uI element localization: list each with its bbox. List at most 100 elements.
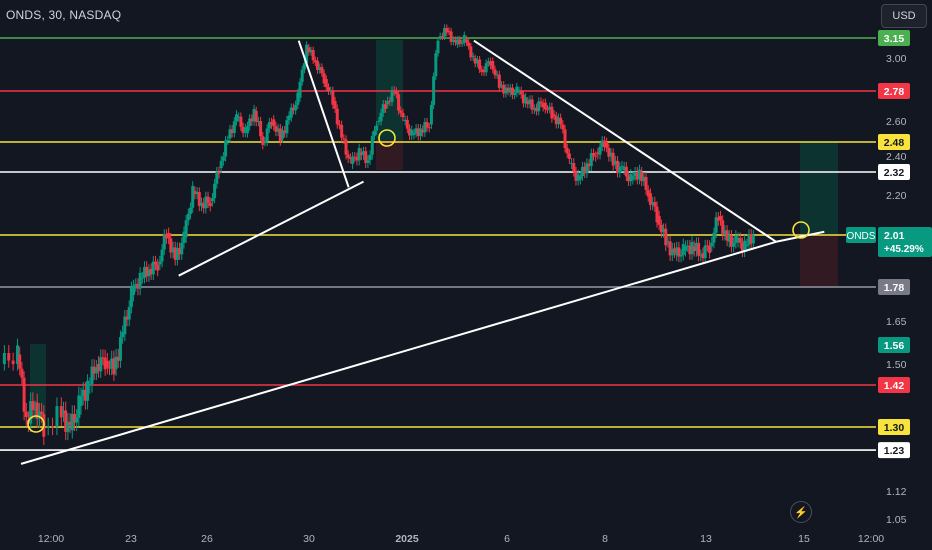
candle-body xyxy=(173,247,177,260)
candle-body xyxy=(206,196,210,203)
candle-body xyxy=(219,160,223,168)
candle-body xyxy=(552,114,556,116)
candle-body xyxy=(434,53,438,77)
candle-body xyxy=(199,202,203,206)
candle-body xyxy=(486,61,490,64)
price-tag xyxy=(878,30,910,46)
candle-body xyxy=(33,409,37,411)
candle-body xyxy=(489,61,493,66)
candle-body xyxy=(416,128,420,137)
candle-body xyxy=(329,90,333,92)
candle-body xyxy=(99,357,103,372)
candle-body xyxy=(607,147,611,157)
candle-body xyxy=(712,232,716,243)
candle-body xyxy=(287,115,291,121)
lightning-icon[interactable]: ⚡ xyxy=(790,501,812,523)
candle-body xyxy=(158,261,162,265)
candle-body xyxy=(508,87,512,93)
candle-body xyxy=(147,269,151,277)
price-tag-label: 2.78 xyxy=(884,86,905,98)
candle-body xyxy=(309,50,313,53)
trendline-3 xyxy=(473,39,777,243)
candle-body xyxy=(189,207,193,214)
candle-body xyxy=(254,111,258,122)
candle-body xyxy=(633,171,637,177)
candle-body xyxy=(657,216,661,225)
candle-body xyxy=(40,411,44,414)
candle-body xyxy=(401,112,405,118)
candle-body xyxy=(440,36,444,38)
candle-body xyxy=(24,411,28,418)
candle-body xyxy=(182,231,186,243)
price-tag-label: 1.30 xyxy=(884,422,905,434)
candle-body xyxy=(429,104,433,125)
candle-body xyxy=(191,185,195,208)
candle-body xyxy=(281,130,285,139)
candle-body xyxy=(208,202,212,207)
candle-body xyxy=(546,109,549,111)
candle-body xyxy=(537,101,541,112)
price-tag-label: 1.56 xyxy=(884,340,905,352)
candle-body xyxy=(637,169,641,180)
candle-body xyxy=(127,306,131,320)
last-price-label: 2.01 xyxy=(884,230,905,242)
candle-body xyxy=(500,84,504,86)
trendline-2 xyxy=(297,40,350,188)
candle-body xyxy=(710,242,714,247)
candle-body xyxy=(151,261,155,275)
candle-body xyxy=(132,285,136,295)
currency-button[interactable]: USD xyxy=(881,4,927,28)
candle-body xyxy=(186,213,190,221)
candle-body xyxy=(412,133,416,135)
candle-body xyxy=(745,244,749,247)
candle-body xyxy=(655,206,659,223)
candle-body xyxy=(719,216,723,221)
candle-body xyxy=(596,152,600,155)
candle-body xyxy=(267,122,271,129)
candle-body xyxy=(377,120,381,122)
candle-body xyxy=(598,146,602,155)
candle-body xyxy=(418,128,422,137)
candle-body xyxy=(427,127,431,129)
candle-body xyxy=(105,360,109,368)
candle-body xyxy=(362,151,366,156)
candle-body xyxy=(504,87,508,94)
candle-body xyxy=(467,42,471,47)
candle-body xyxy=(605,142,609,148)
symbol-title: ONDS, 30, NASDAQ xyxy=(6,8,122,22)
candle-body xyxy=(134,283,138,286)
candle-body xyxy=(226,139,230,141)
candle-body xyxy=(469,46,473,58)
candle-body xyxy=(193,191,197,195)
candle-body xyxy=(583,166,587,174)
candle-body xyxy=(743,240,747,252)
candle-body xyxy=(92,366,96,374)
candle-body xyxy=(346,154,350,158)
candle-body xyxy=(399,110,403,113)
candle-body xyxy=(241,126,245,133)
candle-body xyxy=(351,156,355,164)
candle-body xyxy=(386,100,390,105)
candle-body xyxy=(232,121,236,134)
candle-body xyxy=(392,89,396,92)
candle-body xyxy=(340,124,344,138)
candle-body xyxy=(648,193,652,205)
candle-body xyxy=(125,316,129,320)
candle-body xyxy=(646,190,650,197)
candle-body xyxy=(627,176,631,182)
x-tick-label: 12:00 xyxy=(38,533,64,545)
candle-body xyxy=(29,401,33,424)
candle-body xyxy=(300,69,304,82)
candle-body xyxy=(123,316,127,335)
candle-body xyxy=(484,63,488,73)
candle-body xyxy=(311,50,315,61)
candle-body xyxy=(37,411,41,419)
x-tick-label: 8 xyxy=(602,533,608,545)
candle-body xyxy=(169,238,173,253)
candle-body xyxy=(243,128,247,133)
candle-body xyxy=(460,42,464,44)
candle-body xyxy=(156,264,160,271)
candle-body xyxy=(394,91,398,95)
candle-body xyxy=(250,118,254,122)
